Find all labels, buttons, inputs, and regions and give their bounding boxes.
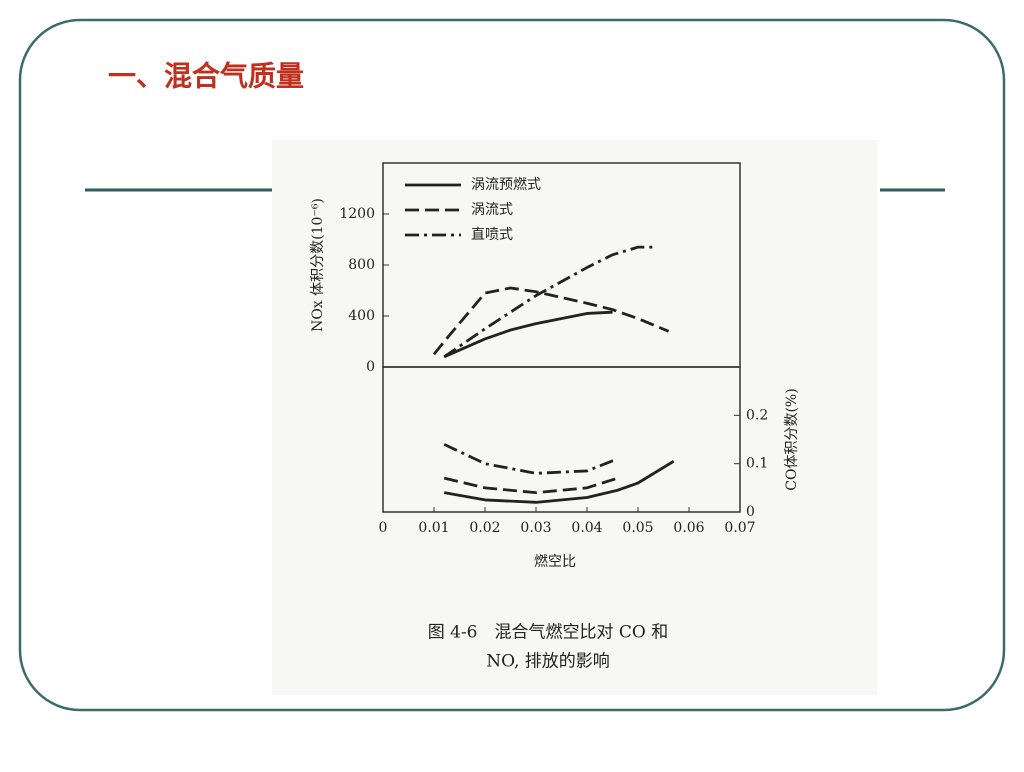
slide-title: 一、混合气质量 [108,60,304,93]
plot-frame [382,366,741,513]
x-tick-label: 0 [379,520,388,536]
x-tick-label: 0.04 [571,520,602,536]
x-tick-label: 0.05 [622,520,653,536]
figure-background [272,140,877,695]
y-tick-label: 800 [348,257,375,273]
series-line [443,245,654,358]
x-tick-label: 0.03 [520,520,551,536]
series-line [443,460,675,504]
series-line [432,286,670,356]
series-line [443,476,619,495]
caption: 图 4-6 混合气燃空比对 CO 和 [428,623,669,643]
x-tick-label: 0.07 [724,520,755,536]
x-axis-label: 燃空比 [534,553,576,570]
legend-label: 涡流式 [471,202,513,218]
y-tick-label: 0 [366,359,375,375]
x-tick-label: 0.01 [418,520,449,536]
legend-label: 直喷式 [471,226,513,243]
y-tick-label: 1200 [339,206,375,222]
y-tick-label: 0 [746,504,755,520]
y-tick-label: 400 [348,308,375,324]
y-tick-label: 0.2 [746,407,768,423]
y-axis-label: CO体积分数(%) [784,388,800,490]
series-line [443,310,613,359]
caption: NO, 排放的影响 [486,652,610,672]
slide-frame [18,18,1006,712]
y-tick-label: 0.1 [746,456,768,472]
x-tick-label: 0.06 [673,520,704,536]
x-tick-label: 0.02 [469,520,500,536]
legend-label: 涡流预燃式 [471,176,541,193]
y-axis-label: NOx 体积分数(10⁻⁶) [310,198,326,332]
series-line [443,443,619,475]
